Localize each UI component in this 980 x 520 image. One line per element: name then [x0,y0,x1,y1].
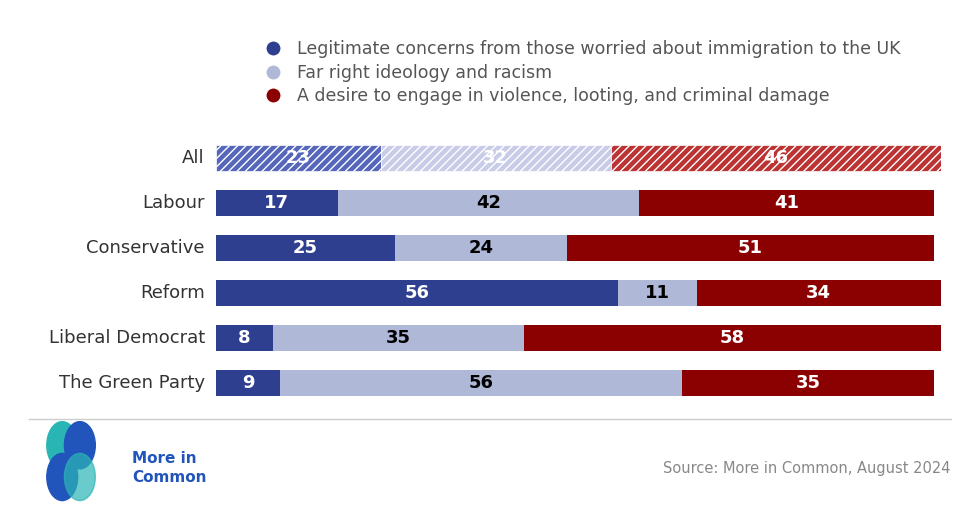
Text: Source: More in Common, August 2024: Source: More in Common, August 2024 [663,461,951,475]
Bar [216,190,338,216]
Bar [216,280,617,306]
Bar [395,235,567,261]
Bar [524,325,941,351]
Text: 9: 9 [242,374,254,392]
Text: 8: 8 [238,329,251,347]
Bar [639,190,934,216]
Bar [216,235,395,261]
Bar [611,145,941,171]
Text: 46: 46 [763,149,788,167]
Bar [381,145,611,171]
Bar [216,145,381,171]
Text: More in
Common: More in Common [132,451,207,485]
Text: Conservative: Conservative [86,239,205,257]
Legend: Legitimate concerns from those worried about immigration to the UK, Far right id: Legitimate concerns from those worried a… [256,41,901,105]
Bar [682,370,934,396]
Bar [697,280,941,306]
Bar [280,370,682,396]
Bar [273,325,524,351]
Bar [216,370,280,396]
Text: 24: 24 [468,239,494,257]
Text: Liberal Democrat: Liberal Democrat [49,329,205,347]
Bar [617,280,697,306]
Text: 41: 41 [774,194,799,212]
Text: 35: 35 [796,374,820,392]
Text: 25: 25 [293,239,318,257]
Ellipse shape [47,422,77,469]
Text: 51: 51 [738,239,763,257]
Text: The Green Party: The Green Party [59,374,205,392]
Text: 11: 11 [645,284,669,302]
Text: 42: 42 [476,194,501,212]
Text: All: All [182,149,205,167]
Text: 17: 17 [265,194,289,212]
Text: 56: 56 [404,284,429,302]
Text: 58: 58 [720,329,745,347]
Bar [567,235,934,261]
Text: 56: 56 [468,374,494,392]
Text: 34: 34 [807,284,831,302]
Text: Labour: Labour [142,194,205,212]
Text: 35: 35 [386,329,412,347]
Ellipse shape [65,422,95,469]
Ellipse shape [47,453,77,501]
Text: 32: 32 [483,149,508,167]
Text: Reform: Reform [140,284,205,302]
Bar [216,325,273,351]
Text: 23: 23 [286,149,311,167]
Ellipse shape [65,453,95,501]
Bar [338,190,639,216]
